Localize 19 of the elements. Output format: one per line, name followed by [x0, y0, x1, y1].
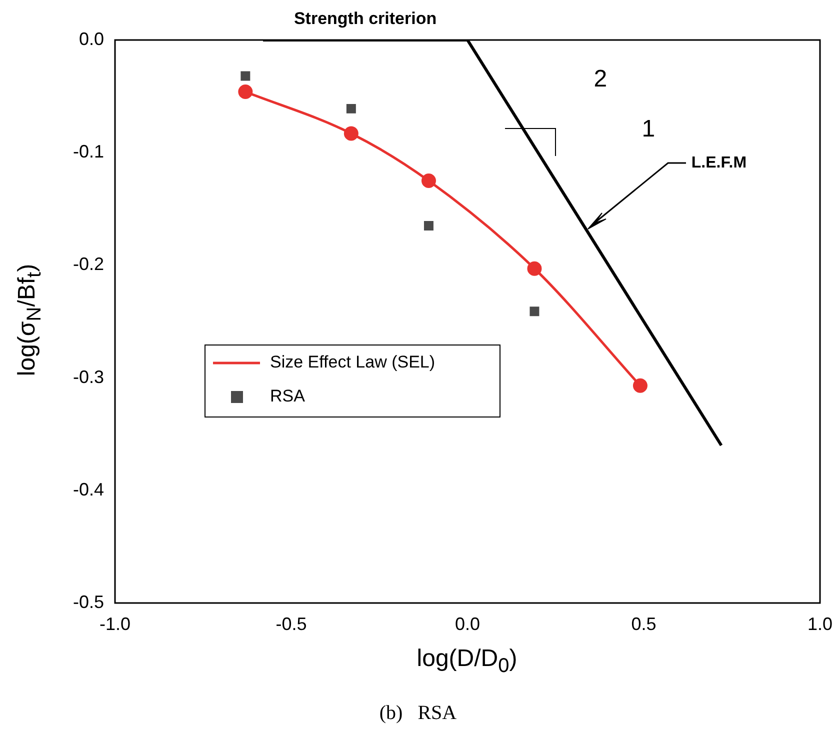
legend-label: Size Effect Law (SEL) — [270, 352, 436, 372]
annotation: 1 — [642, 116, 656, 143]
y-tick-label: -0.1 — [72, 142, 104, 162]
y-tick-label: -0.2 — [72, 254, 104, 274]
y-tick-label: -0.5 — [72, 592, 104, 612]
y-tick-label: 0.0 — [78, 28, 104, 49]
x-tick-label: -0.5 — [276, 614, 307, 634]
annotation: Strength criterion — [294, 9, 437, 28]
y-tick-label: -0.4 — [72, 479, 104, 500]
x-tick-label: 0.5 — [631, 614, 656, 634]
text: (b) RSA — [378, 702, 458, 725]
legend-label: RSA — [270, 386, 306, 406]
x-tick-label: 0.0 — [454, 614, 480, 634]
y-tick-label: -0.3 — [72, 366, 104, 387]
x-tick-label: -1.0 — [99, 614, 131, 634]
annotation: L.E.F.M — [691, 154, 747, 172]
x-tick-label: 1.0 — [807, 614, 833, 634]
annotation: 2 — [594, 66, 608, 93]
x-axis-title: log(D/D$_{0}$) — [416, 645, 518, 678]
